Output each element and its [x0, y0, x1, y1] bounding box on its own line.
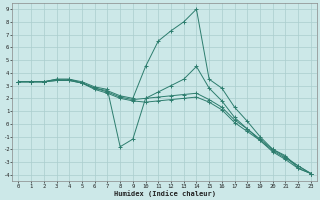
X-axis label: Humidex (Indice chaleur): Humidex (Indice chaleur) — [114, 190, 216, 197]
